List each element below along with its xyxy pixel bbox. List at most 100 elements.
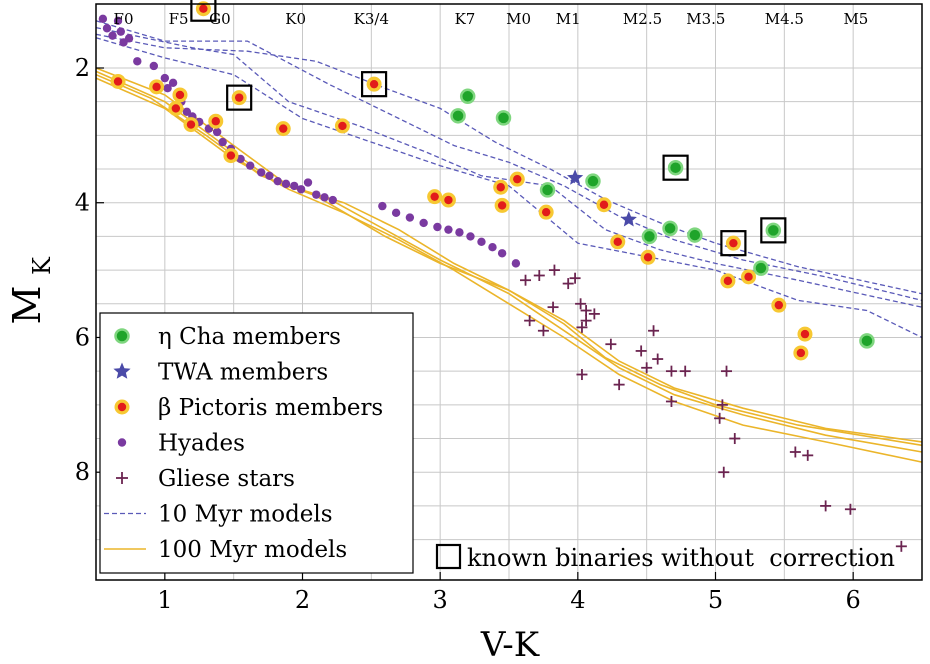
- eta-cha-point: [753, 260, 769, 276]
- gliese-point: [576, 321, 588, 333]
- legend-gliese-marker: [116, 472, 128, 484]
- hyades-point: [98, 14, 108, 24]
- hyades-point: [328, 195, 337, 205]
- spectral-type-label: G0: [209, 10, 231, 28]
- legend-label: Gliese stars: [158, 466, 295, 492]
- model-10myr-line: [95, 37, 923, 339]
- beta-pic-point: [275, 121, 291, 137]
- spectral-type-label: K0: [285, 10, 306, 28]
- binary-markers: [190, 0, 787, 257]
- hyades-point: [113, 16, 123, 26]
- y-axis-label: M K: [5, 256, 56, 324]
- binary-legend-box-icon: [435, 543, 462, 570]
- eta-cha-point: [459, 88, 476, 105]
- hyades-point: [245, 161, 255, 170]
- hyades-point: [163, 84, 172, 93]
- binary-box: [226, 84, 253, 111]
- hyades-point: [257, 168, 266, 177]
- beta-pic-point: [741, 269, 757, 285]
- binary-box: [190, 0, 217, 22]
- hyades-point: [273, 176, 282, 186]
- beta-pic-point: [223, 148, 239, 164]
- hyades-point: [281, 179, 291, 189]
- x-tick-label: 5: [708, 586, 723, 614]
- binary-legend: known binaries without correction: [435, 543, 895, 572]
- gliese-point: [588, 308, 600, 320]
- y-tick-label: 6: [75, 323, 90, 351]
- legend-twa-marker: [113, 362, 131, 379]
- gliese-point: [580, 305, 592, 317]
- beta-pic-point: [149, 79, 165, 95]
- gliese-point: [648, 325, 660, 337]
- model-10myr-line: [95, 20, 923, 302]
- gliese-point: [716, 399, 728, 411]
- x-tick-label: 6: [846, 586, 861, 614]
- beta-pic-point: [640, 249, 656, 265]
- hyades-point: [466, 232, 475, 241]
- gliese-point: [605, 338, 617, 350]
- hyades-point: [133, 57, 142, 66]
- gliese-point: [537, 325, 549, 337]
- gliese-point: [524, 315, 536, 327]
- beta-pic-point: [725, 235, 741, 251]
- hyades-point: [312, 190, 321, 199]
- binary-box: [720, 230, 747, 257]
- legend-label: TWA members: [158, 360, 328, 386]
- eta-cha-point: [859, 333, 875, 349]
- axis-ticks: 1 2 3 4 5 6 2 4 6 8: [75, 54, 861, 614]
- eta-cha-point: [687, 227, 703, 243]
- legend-label: 10 Myr models: [158, 502, 333, 528]
- eta-cha-point: [662, 220, 678, 237]
- hyades-point: [160, 73, 170, 83]
- hyades-point: [290, 181, 299, 191]
- gliese-point: [714, 412, 726, 424]
- x-tick-label: 4: [570, 586, 585, 614]
- beta-pic-point: [110, 73, 126, 89]
- spectral-type-label: M3.5: [686, 10, 725, 28]
- beta-pic-point: [596, 197, 612, 213]
- hyades-point: [455, 228, 464, 237]
- beta-pic-point: [440, 192, 456, 208]
- legend-entry-hyades: Hyades: [117, 431, 245, 457]
- hyades-point: [433, 222, 442, 232]
- hyades-point: [124, 34, 134, 43]
- twa-point: [620, 211, 637, 227]
- spectral-type-label: M4.5: [765, 10, 804, 28]
- eta-cha-point: [495, 110, 512, 126]
- gliese-point: [679, 365, 691, 377]
- beta-pic-point: [168, 100, 184, 116]
- model-100myr-line: [95, 77, 923, 463]
- eta-cha-point: [450, 108, 466, 124]
- legend-entry-gliese: Gliese stars: [116, 466, 295, 492]
- hyades-point: [511, 259, 521, 268]
- gliese-point: [635, 345, 647, 357]
- gliese-point: [844, 503, 856, 515]
- model-10myr-line: [95, 33, 923, 295]
- spectral-type-label: K3/4: [354, 10, 389, 28]
- legend-eta-cha-marker: [114, 328, 130, 344]
- gliese-point: [520, 274, 532, 286]
- gliese-point: [562, 278, 574, 290]
- beta-pic-point: [793, 345, 809, 361]
- legend-entry-myr10: 10 Myr models: [104, 502, 333, 528]
- hyades-point: [102, 24, 112, 33]
- model-tracks: [95, 20, 923, 463]
- hyades-point: [116, 27, 125, 36]
- hyades-point: [168, 78, 178, 88]
- spectral-type-label: M2.5: [623, 10, 662, 28]
- gliese-point: [576, 369, 588, 381]
- y-tick-label: 8: [75, 458, 90, 486]
- x-tick-label: 2: [295, 586, 310, 614]
- beta-pic-point: [334, 118, 350, 134]
- spectral-type-label: K7: [455, 10, 476, 28]
- spectral-type-label: F0: [114, 10, 134, 28]
- spectral-type-label: M0: [506, 10, 531, 28]
- binary-box: [760, 217, 787, 244]
- legend-label: η Cha members: [158, 324, 341, 350]
- beta-pic-point: [771, 297, 787, 313]
- y-axis-label-sub: K: [28, 256, 56, 275]
- beta-pic-point: [610, 234, 626, 250]
- eta-cha-point: [765, 222, 782, 239]
- beta-pic-point: [720, 273, 736, 289]
- hyades-point: [419, 218, 428, 228]
